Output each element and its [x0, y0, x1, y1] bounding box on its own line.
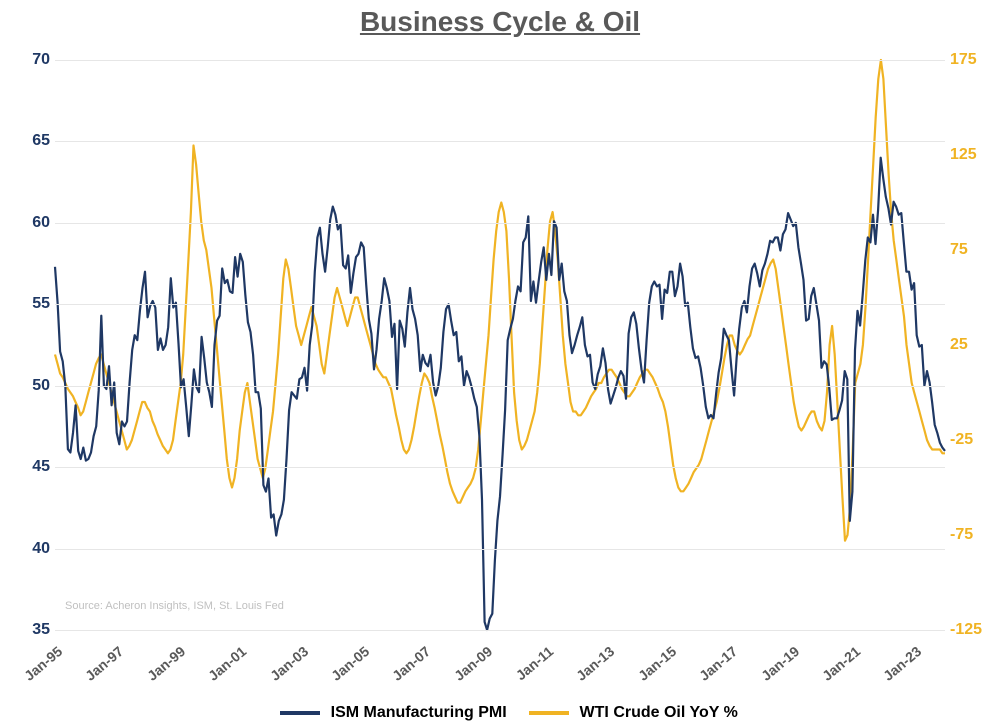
legend: ISM Manufacturing PMI WTI Crude Oil YoY … [0, 704, 1000, 722]
legend-swatch-ism [280, 711, 320, 715]
y-left-tick-label: 55 [15, 295, 50, 313]
chart-svg [55, 60, 945, 630]
x-tick-label: Jan-97 [82, 643, 126, 684]
y-right-tick-label: 75 [950, 241, 990, 259]
y-left-tick-label: 50 [15, 377, 50, 395]
y-right-tick-label: 25 [950, 336, 990, 354]
y-right-tick-label: -25 [950, 431, 990, 449]
series-ism [55, 158, 945, 630]
x-tick-label: Jan-13 [573, 643, 617, 684]
chart-title: Business Cycle & Oil [0, 6, 1000, 38]
y-right-tick-label: 175 [950, 51, 990, 69]
x-tick-label: Jan-19 [758, 643, 802, 684]
y-left-tick-label: 45 [15, 458, 50, 476]
source-note: Source: Acheron Insights, ISM, St. Louis… [65, 600, 284, 612]
x-tick-label: Jan-99 [144, 643, 188, 684]
x-tick-label: Jan-01 [205, 643, 249, 684]
legend-swatch-wti [529, 711, 569, 715]
y-left-tick-label: 60 [15, 214, 50, 232]
x-tick-label: Jan-17 [696, 643, 740, 684]
chart-container: Business Cycle & Oil Source: Acheron Ins… [0, 0, 1000, 728]
y-right-tick-label: 125 [950, 146, 990, 164]
x-tick-label: Jan-11 [513, 643, 557, 683]
y-left-tick-label: 40 [15, 540, 50, 558]
y-left-tick-label: 35 [15, 621, 50, 639]
legend-label-wti: WTI Crude Oil YoY % [580, 704, 738, 721]
x-tick-label: Jan-03 [267, 643, 311, 684]
legend-label-ism: ISM Manufacturing PMI [331, 704, 507, 721]
x-tick-label: Jan-05 [328, 643, 372, 684]
plot-area: Source: Acheron Insights, ISM, St. Louis… [55, 60, 945, 630]
y-right-tick-label: -125 [950, 621, 990, 639]
x-tick-label: Jan-95 [21, 643, 65, 684]
y-right-tick-label: -75 [950, 526, 990, 544]
x-tick-label: Jan-21 [819, 643, 863, 684]
x-tick-label: Jan-07 [389, 643, 433, 684]
x-axis-labels: Jan-95Jan-97Jan-99Jan-01Jan-03Jan-05Jan-… [55, 635, 945, 685]
x-tick-label: Jan-15 [635, 643, 679, 684]
x-tick-label: Jan-23 [880, 643, 924, 684]
x-tick-label: Jan-09 [451, 643, 495, 684]
y-left-tick-label: 65 [15, 132, 50, 150]
y-left-tick-label: 70 [15, 51, 50, 69]
